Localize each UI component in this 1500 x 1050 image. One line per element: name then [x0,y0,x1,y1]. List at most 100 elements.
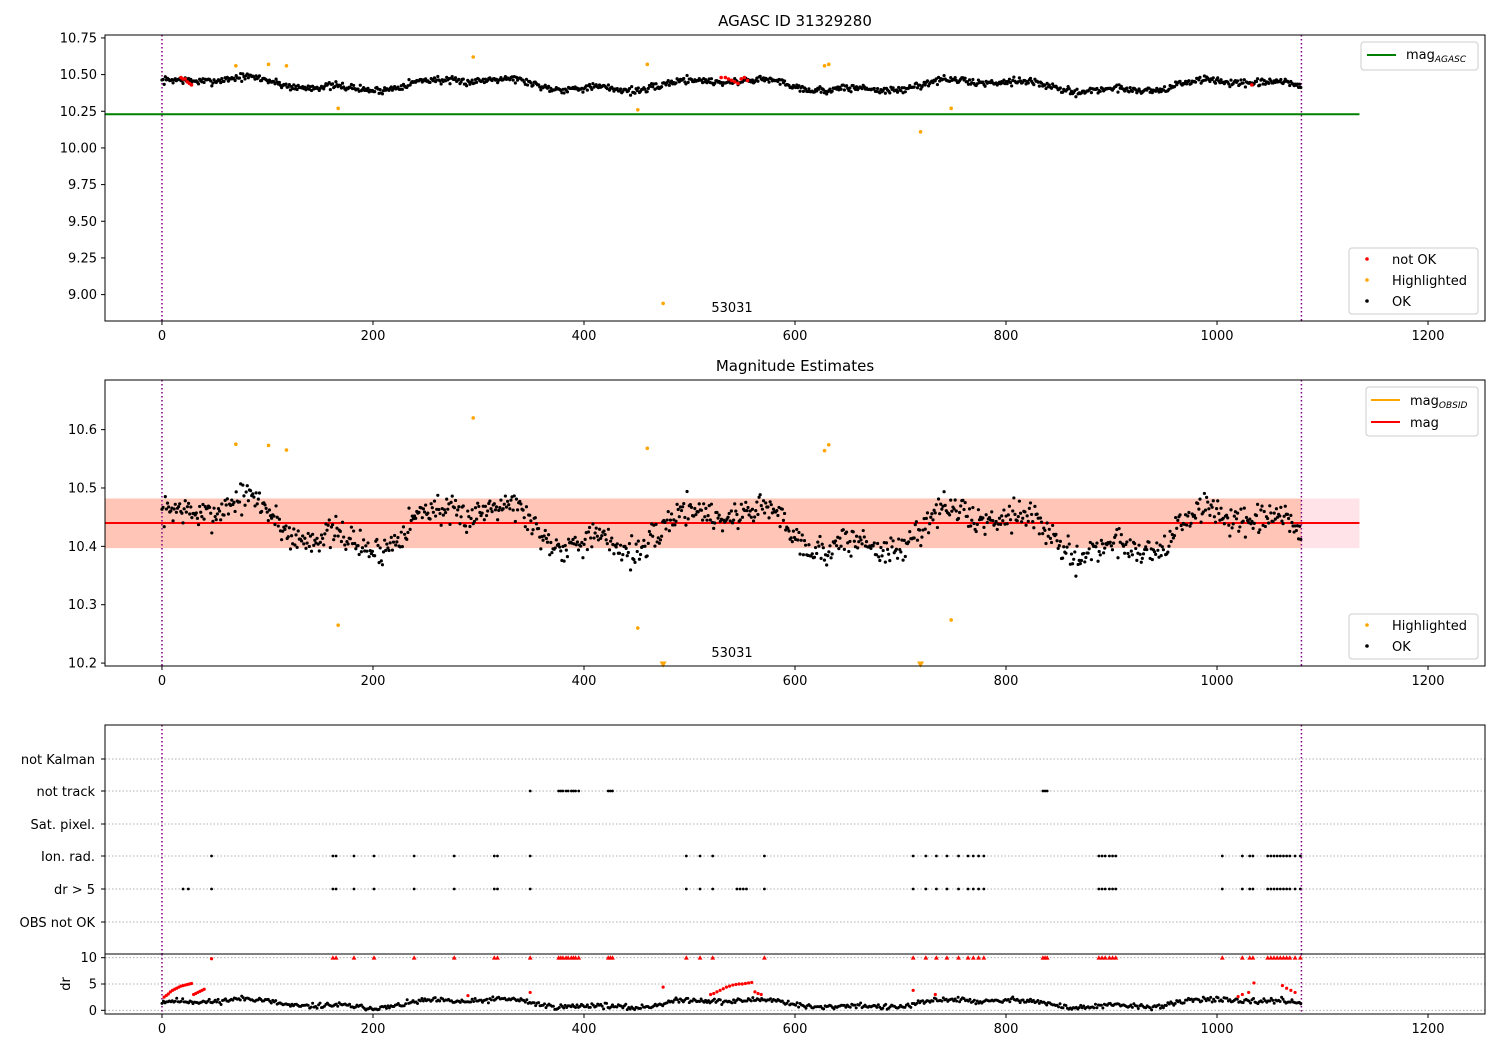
panel1-ok-point [590,87,594,91]
panel2-ok-point [605,542,609,546]
panel2-ok-point [890,545,894,549]
panel2-ok-point [1089,558,1094,562]
flag-point [1097,887,1101,891]
panel1-ok-point [704,78,708,82]
panel2-ok-point [1257,530,1261,535]
flag-point [331,854,335,858]
panel2-ok-point [1140,556,1144,560]
dr-ok-point [972,998,976,1002]
panel2-ok-point [914,520,918,524]
dr-ok-point [915,1001,919,1005]
dr-ok-point [223,997,227,1001]
dr-ok-point [706,999,710,1003]
dr-ok-point [418,999,422,1003]
panel2-ok-point [1147,540,1151,544]
panel1-ok-point [899,89,903,93]
panel2-ok-point [709,502,714,506]
panel2-ok-point [289,534,294,538]
panel4-ytick-label-2: 0 [89,1004,97,1019]
panel2-ok-point [184,510,188,514]
panel2-ok-point [693,506,697,511]
panel2-ok-point [575,540,580,544]
panel1-ok-point [1198,75,1202,79]
panel2-ok-point [1150,557,1154,562]
dr-ok-point [1200,999,1204,1003]
panel2-highlighted-point [471,416,476,420]
panel2-ok-point [889,536,893,540]
dr-ok-point [479,998,483,1002]
panel1-notok-point [739,77,743,81]
panel2-ok-point [1128,538,1132,542]
panel2-ok-point [1141,552,1146,556]
panel2-ok-point [1109,544,1113,548]
panel2-ok-point [791,529,796,533]
panel2-ok-point [472,519,476,524]
dr-capped-marker [697,955,703,960]
dr-ok-point [1278,1000,1282,1004]
flag-point [934,854,938,858]
panel2-ok-point [1199,520,1203,524]
panel2-ok-point [702,502,706,506]
panel2-ok-point [542,534,546,538]
panel2-ok-point [899,550,903,554]
panel2-ok-point [881,548,885,553]
panel2-ok-point [531,528,535,532]
panel2-ok-point [915,538,920,542]
panel2-ok-point [446,507,450,511]
dr-ok-point [1252,997,1256,1001]
flag-point [1103,887,1107,891]
panel2-ok-point [744,500,748,504]
panel2-ok-point [1154,552,1158,557]
flag-point [566,789,570,793]
panel1-ok-point [428,80,432,84]
panel2-ok-point [1180,528,1184,532]
panel2-ok-point [429,502,433,506]
dr-capped-marker [923,955,929,960]
panel2-legend-lower [1348,613,1479,660]
panel2-ok-point [1160,545,1164,549]
panel1-ok-point [222,79,226,84]
panel2-ok-point [165,501,170,505]
dr-ok-point [1027,999,1031,1003]
panel2-ok-point [1278,514,1282,518]
panel2-ok-point [801,553,805,557]
panel2-ok-point [854,534,859,538]
panel2-ok-point [727,511,731,516]
panel2-ok-point [330,523,335,527]
panel2-ytick-label-2: 10.4 [68,540,97,555]
panel2-ok-point [637,557,642,561]
panel1-ok-point [821,88,825,92]
panel2-ok-point [486,509,490,513]
flag-point [1278,854,1282,858]
panel2-ok-point [738,518,742,522]
flag-point [924,887,928,891]
panel2-legend-label-1: mag [1410,416,1439,431]
panel2-ok-point [645,554,649,558]
panel2-ok-point [377,561,381,565]
panel2-ok-point [554,538,558,542]
panel2-ytick-label-0: 10.6 [68,423,97,438]
panel2-ok-point [264,506,268,510]
panel2-ok-point [167,505,171,509]
panel2-ok-point [959,504,963,508]
panel1-ok-point [1116,90,1120,94]
panel2-ok-point [1282,514,1286,518]
dr-ok-point [1058,1002,1062,1006]
panel2-ok-point [549,540,553,545]
panel2-ok-point [755,500,759,504]
panel1-ok-point [804,87,808,91]
panel2-ok-point [1299,537,1303,541]
panel2-ok-point [625,554,629,558]
panel2-ok-point [1157,555,1161,559]
dr-ok-point [485,997,489,1001]
panel2-ok-point [1139,560,1143,564]
panel2-ok-point [940,507,944,511]
panel2-legend-swatch-1 [1365,644,1369,648]
flag-point [684,887,688,891]
panel2-ok-point [323,532,327,536]
panel1-ok-point [525,83,530,87]
panel2-ok-point [621,552,625,557]
panel2-ok-point [198,504,202,509]
panel2-ok-point [1274,507,1279,511]
panel2-xtick-label-200: 200 [361,674,386,689]
